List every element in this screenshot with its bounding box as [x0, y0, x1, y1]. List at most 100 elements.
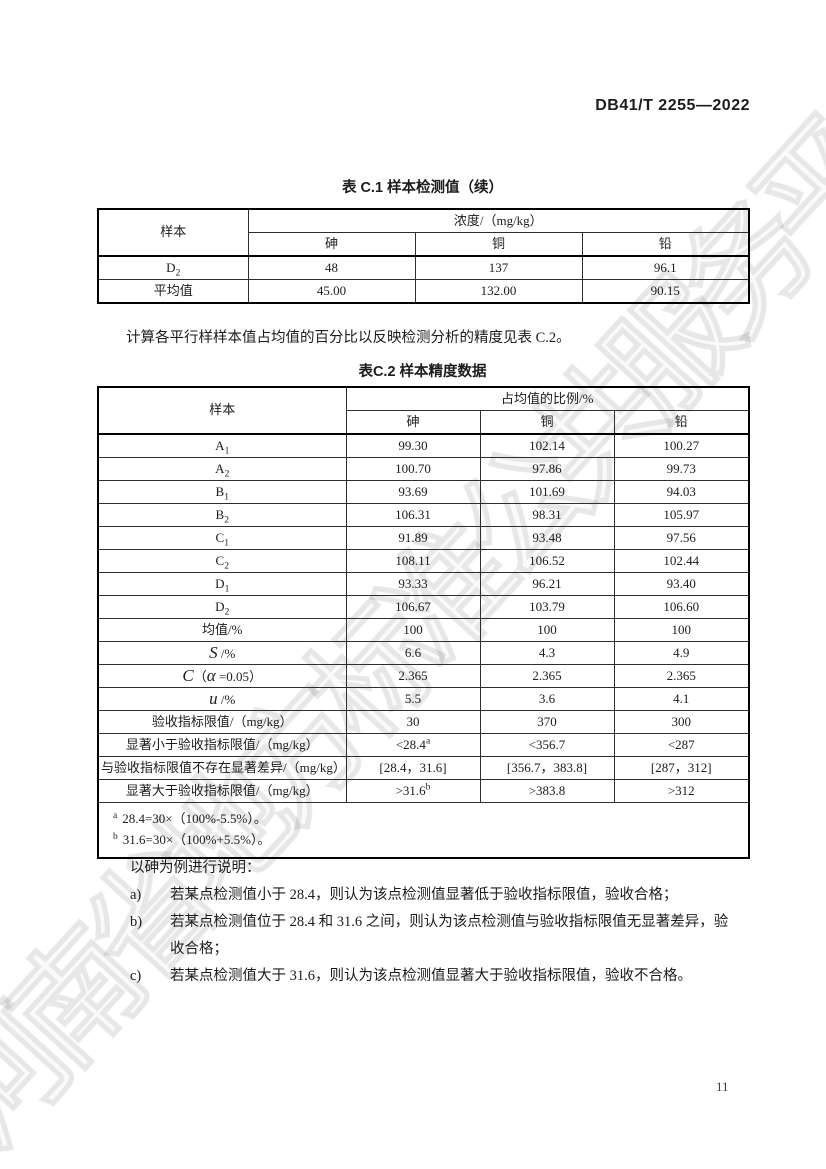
cell-value: 4.1 — [613, 687, 750, 711]
cell-value: 96.1 — [581, 255, 750, 280]
cell-value: [287，312] — [613, 756, 750, 780]
table-row: D2 48 137 96.1 — [97, 255, 750, 280]
row-label: 均值/% — [97, 618, 347, 642]
row-label: 验收指标限值/（mg/kg） — [97, 710, 347, 734]
cell-value: 93.48 — [479, 526, 615, 550]
row-label: A1 — [97, 433, 347, 458]
cell-value: 98.31 — [479, 503, 615, 527]
cell-value: [28.4，31.6] — [345, 756, 481, 780]
table-row: A2 100.70 97.86 99.73 — [97, 457, 750, 481]
footnote-row: a 28.4=30×（100%-5.5%）。 b 31.6=30×（100%+5.5… — [97, 802, 750, 859]
table-subheader-row: 砷 铜 铅 — [98, 232, 750, 257]
cell-value: 100.70 — [345, 457, 481, 481]
table-row: D1 93.33 96.21 93.40 — [97, 572, 750, 596]
footnote-b-text: 31.6=30×（100%+5.5%）。 — [122, 832, 271, 847]
cell-value: [356.7，383.8] — [479, 756, 615, 780]
table-row: S /% 6.6 4.3 4.9 — [97, 641, 750, 665]
table-row: 平均值 45.00 132.00 90.15 — [97, 279, 750, 304]
table-row: 显著小于验收指标限值/（mg/kg） <28.4a <356.7 <287 — [97, 733, 750, 757]
table-row: C1 91.89 93.48 97.56 — [97, 526, 750, 550]
note-text: 若某点检测值大于 31.6，则认为该点检测值显著大于验收指标限值，验收不合格。 — [170, 968, 692, 984]
cell-value: >312 — [613, 779, 750, 803]
header-sample: 样本 — [97, 208, 249, 257]
cell-value: 94.03 — [613, 480, 750, 504]
cell-value: 102.44 — [613, 549, 750, 573]
notes-intro: 以砷为例进行说明： — [130, 860, 261, 876]
row-label: B2 — [97, 503, 347, 527]
note-text: 若某点检测值小于 28.4，则认为该点检测值显著低于验收指标限值，验收合格； — [170, 887, 678, 903]
standard-number: DB41/T 2255—2022 — [595, 97, 750, 114]
table-c1-title: 表 C.1 样本检测值（续） — [341, 180, 504, 196]
footnote-b: b 31.6=30×（100%+5.5%）。 — [113, 829, 738, 850]
table-c2-title: 表C.2 样本精度数据 — [358, 364, 487, 380]
table-row: 与验收指标限值不存在显著差异/（mg/kg） [28.4，31.6] [356.7，… — [97, 756, 750, 780]
header-col-lead: 铅 — [613, 410, 750, 435]
cell-value: 99.30 — [345, 433, 481, 458]
cell-value: 4.3 — [479, 641, 615, 665]
header-sample: 样本 — [97, 386, 347, 435]
table-subheader-row: 砷 铜 铅 — [98, 410, 750, 435]
cell-value: >383.8 — [479, 779, 615, 803]
cell-value: 105.97 — [613, 503, 750, 527]
row-label: u /% — [97, 687, 347, 711]
note-item-b: b) 若某点检测值位于 28.4 和 31.6 之间，则认为该点检测值与验收指标… — [130, 909, 730, 963]
row-label: S /% — [97, 641, 347, 665]
header-col-lead: 铅 — [581, 232, 750, 257]
cell-value: 96.21 — [479, 572, 615, 596]
header-group: 占均值的比例/% — [345, 386, 750, 411]
footnote-cell: a 28.4=30×（100%-5.5%）。 b 31.6=30×（100%+5.5… — [97, 802, 750, 859]
cell-value: 90.15 — [581, 279, 750, 304]
cell-value: 48 — [247, 255, 416, 280]
note-label: c) — [130, 968, 142, 984]
cell-value: 100 — [345, 618, 481, 642]
cell-value: 45.00 — [247, 279, 416, 304]
cell-value: 30 — [345, 710, 481, 734]
cell-value: 93.33 — [345, 572, 481, 596]
cell-value: >31.6b — [345, 779, 481, 803]
cell-value: 2.365 — [613, 664, 750, 688]
header-col-copper: 铜 — [414, 232, 583, 257]
row-label: 平均值 — [97, 279, 249, 304]
row-label: C2 — [97, 549, 347, 573]
cell-value: 97.56 — [613, 526, 750, 550]
cell-value: 100.27 — [613, 433, 750, 458]
footnote-a: a 28.4=30×（100%-5.5%）。 — [113, 808, 738, 829]
cell-value: 370 — [479, 710, 615, 734]
cell-value: 3.6 — [479, 687, 615, 711]
note-item-c: c) 若某点检测值大于 31.6，则认为该点检测值显著大于验收指标限值，验收不合… — [130, 963, 730, 990]
cell-value: 106.31 — [345, 503, 481, 527]
header-col-arsenic: 砷 — [345, 410, 481, 435]
header-col-copper: 铜 — [479, 410, 615, 435]
footnote-a-text: 28.4=30×（100%-5.5%）。 — [122, 811, 267, 826]
note-label: a) — [130, 887, 142, 903]
cell-value: 137 — [414, 255, 583, 280]
explanation-notes: 以砷为例进行说明： a) 若某点检测值小于 28.4，则认为该点检测值显著低于验… — [130, 855, 730, 990]
cell-value: 101.69 — [479, 480, 615, 504]
note-label: b) — [130, 914, 143, 930]
table-row: D2 106.67 103.79 106.60 — [97, 595, 750, 619]
row-label: D2 — [97, 595, 347, 619]
table-row: C2 108.11 106.52 102.44 — [97, 549, 750, 573]
cell-value: 132.00 — [414, 279, 583, 304]
cell-value: 108.11 — [345, 549, 481, 573]
page-number: 11 — [716, 1079, 729, 1094]
note-item-a: a) 若某点检测值小于 28.4，则认为该点检测值显著低于验收指标限值，验收合格… — [130, 882, 730, 909]
row-label: 显著大于验收指标限值/（mg/kg） — [97, 779, 347, 803]
footnote-a-marker: a — [113, 810, 118, 821]
body-paragraph: 计算各平行样样本值占均值的百分比以反映检测分析的精度见表 C.2。 — [126, 330, 571, 346]
table-row: 显著大于验收指标限值/（mg/kg） >31.6b >383.8 >312 — [97, 779, 750, 803]
row-label: A2 — [97, 457, 347, 481]
footnote-b-marker: b — [113, 831, 118, 842]
cell-value: 102.14 — [479, 433, 615, 458]
row-label: 与验收指标限值不存在显著差异/（mg/kg） — [97, 756, 347, 780]
cell-value: 100 — [613, 618, 750, 642]
row-label: D2 — [97, 255, 249, 280]
row-label: B1 — [97, 480, 347, 504]
header-col-arsenic: 砷 — [247, 232, 416, 257]
row-label: 显著小于验收指标限值/（mg/kg） — [97, 733, 347, 757]
cell-value: 106.52 — [479, 549, 615, 573]
cell-value: 100 — [479, 618, 615, 642]
note-text: 若某点检测值位于 28.4 和 31.6 之间，则认为该点检测值与验收指标限值无… — [170, 914, 729, 957]
cell-value: 4.9 — [613, 641, 750, 665]
